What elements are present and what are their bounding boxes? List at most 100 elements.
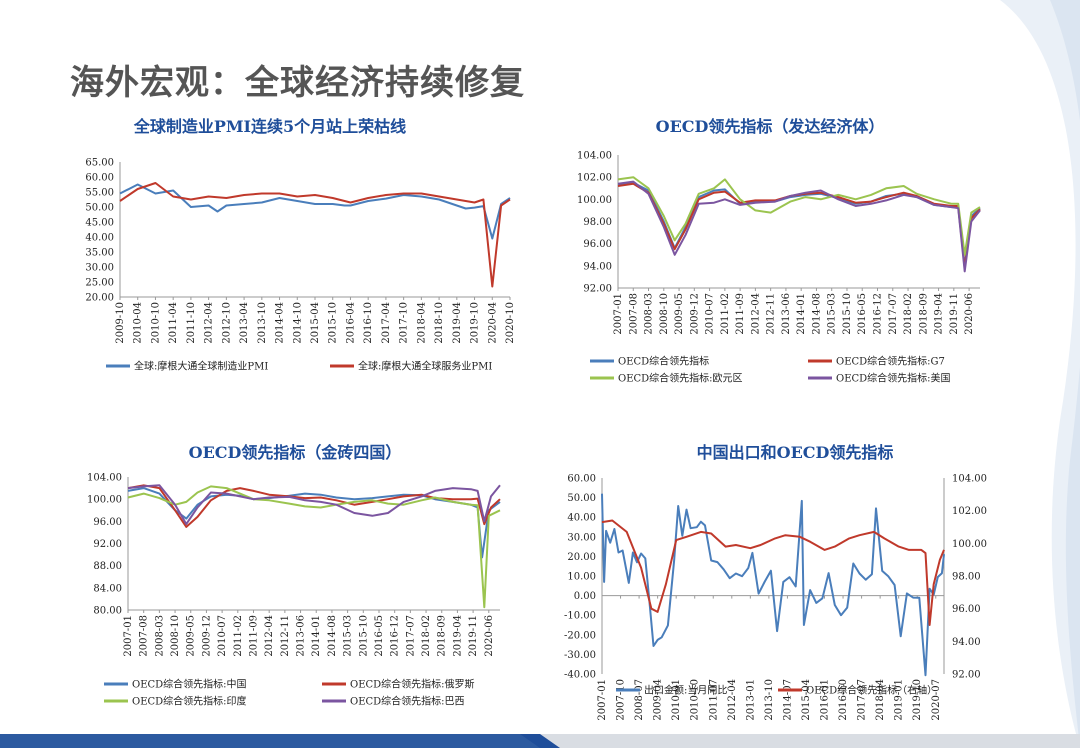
x-tick-label: 2014-08 — [811, 293, 822, 335]
legend-item: OECD综合领先指标:美国 — [808, 372, 951, 385]
x-tick-label: 2019-04 — [934, 293, 945, 335]
legend-item: OECD综合领先指标:印度 — [104, 695, 247, 708]
x-tick-label: 2015-03 — [343, 615, 354, 657]
x-tick-label: 2007-01 — [597, 679, 608, 721]
x-tick-label: 2009-12 — [201, 615, 212, 657]
y-tick-label: 50.00 — [567, 493, 596, 504]
x-tick-label: 2014-01 — [311, 615, 322, 657]
legend-item: OECD综合领先指标:俄罗斯 — [322, 678, 475, 691]
x-tick-label: 2009-05 — [186, 615, 197, 657]
x-tick-label: 2013-01 — [745, 679, 756, 721]
x-tick-label: 2015-10 — [842, 293, 853, 335]
x-tick-label: 2007-10 — [616, 679, 627, 721]
x-tick-label: 2012-04 — [750, 293, 761, 335]
y-tick-label: 40.00 — [85, 233, 114, 244]
y-tick-label: 92.00 — [583, 284, 612, 295]
x-tick-label: 2007-01 — [613, 293, 624, 335]
x-tick-label: 2012-11 — [766, 293, 777, 335]
x-tick-label: 2018-02 — [903, 293, 914, 335]
legend-item: OECD综合领先指标 — [590, 355, 709, 368]
y2-tick-label: 92.00 — [952, 670, 981, 681]
legend-label: OECD综合领先指标:俄罗斯 — [350, 678, 475, 691]
y-tick-label: -30.00 — [564, 650, 596, 661]
x-tick-label: 2010-01 — [671, 679, 682, 721]
x-tick-label: 2017-07 — [888, 293, 899, 335]
chart-svg: 全球制造业PMI连续5个月站上荣枯线 65.00 60.00 55.00 50.00 45… — [85, 117, 516, 373]
legend-label: OECD综合领先指标:印度 — [132, 695, 247, 708]
y-tick-label: 98.00 — [583, 217, 612, 228]
x-tick-label: 2019-10 — [912, 679, 923, 721]
x-tick-label: 2017-07 — [857, 679, 868, 721]
chart-svg: OECD领先指标（发达经济体） 104.00 102.00 100.00 98.00 96… — [577, 117, 981, 385]
series-line-2 — [617, 176, 981, 256]
legend-item: 出口金额:当月同比 — [616, 684, 727, 697]
x-tick-label: 2008-03 — [154, 615, 165, 657]
x-tick-label: 2014-10 — [292, 302, 303, 344]
y-tick-label: 88.00 — [93, 561, 122, 572]
x-tick-label: 2015-10 — [358, 615, 369, 657]
series-line-0 — [601, 493, 945, 677]
legend-label: OECD综合领先指标:G7 — [836, 355, 945, 368]
x-tick-label: 2010-07 — [705, 293, 716, 335]
x-tick-label: 2015-04 — [310, 302, 321, 344]
y-tick-label: 45.00 — [85, 218, 114, 229]
chart-svg: 中国出口和OECD领先指标 60.00 50.00 40.00 30.00 20.00 10… — [564, 443, 987, 721]
x-tick-label: 2020-04 — [487, 302, 498, 344]
y-tick-label: 96.00 — [93, 517, 122, 528]
y2-tick-label: 102.00 — [952, 506, 987, 517]
y-tick-label: 104.00 — [577, 151, 612, 162]
x-tick-label: 2008-10 — [170, 615, 181, 657]
x-tick-label: 2007-01 — [123, 615, 134, 657]
legend-label: OECD综合领先指标:欧元区 — [618, 372, 743, 385]
x-tick-label: 2016-12 — [390, 615, 401, 657]
x-tick-label: 2019-11 — [468, 615, 479, 657]
x-tick-label: 2016-04 — [345, 302, 356, 344]
x-tick-label: 2012-04 — [204, 302, 215, 344]
x-tick-label: 2009-04 — [653, 679, 664, 721]
x-tick-label: 2019-01 — [894, 679, 905, 721]
chart-svg: OECD领先指标（金砖四国） 104.00 100.00 96.00 92.00 88.0… — [87, 443, 501, 708]
x-tick-label: 2010-04 — [133, 302, 144, 344]
legend-label: OECD综合领先指标:中国 — [132, 678, 247, 691]
chart-panel-global-pmi: 全球制造业PMI连续5个月站上荣枯线 65.00 60.00 55.00 50.00 45… — [70, 110, 530, 390]
x-tick-label: 2018-04 — [875, 679, 886, 721]
legend-label: OECD综合领先指标 — [618, 355, 709, 368]
legend-label: 出口金额:当月同比 — [644, 684, 727, 697]
legend-label: OECD综合领先指标:巴西 — [350, 695, 465, 708]
y-tick-label: 84.00 — [93, 583, 122, 594]
x-tick-label: 2011-09 — [735, 293, 746, 335]
x-tick-label: 2012-04 — [727, 679, 738, 721]
chart-panel-oecd-developed: OECD领先指标（发达经济体） 104.00 102.00 100.00 98.00 96… — [560, 110, 1000, 390]
legend-item: OECD综合领先指标（右轴） — [778, 684, 937, 697]
y-tick-label: 0.00 — [574, 591, 596, 602]
x-tick-label: 2016-05 — [857, 293, 868, 335]
y2-tick-label: 94.00 — [952, 637, 981, 648]
y-tick-label: 104.00 — [87, 473, 122, 484]
x-tick-label: 2010-10 — [150, 302, 161, 344]
x-tick-label: 2011-02 — [233, 615, 244, 657]
y-tick-label: 30.00 — [567, 532, 596, 543]
x-tick-label: 2008-07 — [634, 679, 645, 721]
x-tick-label: 2018-09 — [437, 615, 448, 657]
x-tick-label: 2015-10 — [328, 302, 339, 344]
series-line-1 — [617, 182, 981, 270]
y-tick-label: 60.00 — [567, 474, 596, 485]
slide-decoration-right — [1000, 0, 1080, 748]
series-line-0 — [119, 183, 511, 240]
x-tick-label: 2018-09 — [918, 293, 929, 335]
x-tick-label: 2008-03 — [644, 293, 655, 335]
y-tick-label: -40.00 — [564, 670, 596, 681]
y-tick-label: -20.00 — [564, 630, 596, 641]
x-tick-label: 2017-04 — [381, 302, 392, 344]
x-tick-label: 2017-07 — [405, 615, 416, 657]
slide-footer-bar — [0, 734, 1080, 748]
legend-item: 全球:摩根大通全球制造业PMI — [106, 360, 268, 373]
x-tick-label: 2011-10 — [186, 302, 197, 344]
x-tick-label: 2018-04 — [416, 302, 427, 344]
y-tick-label: 102.00 — [577, 173, 612, 184]
x-tick-label: 2007-08 — [139, 615, 150, 657]
x-tick-label: 2019-11 — [949, 293, 960, 335]
x-tick-label: 2011-04 — [168, 302, 179, 344]
series-line-3 — [617, 180, 981, 273]
y-tick-label: 30.00 — [85, 263, 114, 274]
